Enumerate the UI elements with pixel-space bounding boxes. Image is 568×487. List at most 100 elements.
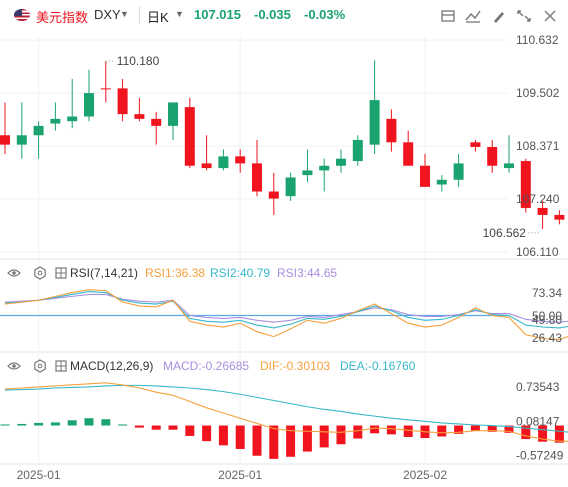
macd-tick-label: 0.73543 xyxy=(516,380,560,394)
candle-body[interactable] xyxy=(520,161,531,208)
candle-body[interactable] xyxy=(252,163,262,192)
macd-histogram-bar xyxy=(50,422,60,426)
layout-icon[interactable] xyxy=(438,7,458,25)
draw-icon[interactable] xyxy=(489,7,509,25)
candle-body[interactable] xyxy=(369,100,380,145)
settings-icon[interactable] xyxy=(540,7,560,25)
candle-body[interactable] xyxy=(100,88,111,90)
rsi-tick-label: 73.34 xyxy=(532,286,562,300)
candle-body[interactable] xyxy=(285,177,296,197)
candle-body[interactable] xyxy=(235,156,246,164)
macd-histogram-bar xyxy=(286,425,296,457)
macd-histogram-bar xyxy=(319,425,329,448)
price-change-pct: -0.03% xyxy=(304,7,346,22)
date-tick-label: 2025-01 xyxy=(218,468,262,482)
candle-body[interactable] xyxy=(201,163,212,169)
date-tick-label: 2025-01 xyxy=(17,468,61,482)
macd-histogram-bar xyxy=(84,418,94,426)
macd-histogram-bar xyxy=(521,425,531,440)
macd-value: MACD:-0.26685 xyxy=(163,359,249,373)
dea-line xyxy=(4,384,568,433)
candle-body[interactable] xyxy=(420,165,430,187)
candle-body[interactable] xyxy=(302,170,313,176)
candle-body[interactable] xyxy=(67,116,78,122)
candle-body[interactable] xyxy=(352,139,363,162)
macd-histogram-bar xyxy=(403,425,413,437)
candle-body[interactable] xyxy=(184,107,195,166)
price-tick-label: 108.371 xyxy=(516,139,560,153)
us-flag-icon xyxy=(14,9,30,21)
rsi-label: RSI(7,14,21) xyxy=(70,266,138,280)
rsi3-line xyxy=(4,293,568,323)
candle-body[interactable] xyxy=(84,93,94,117)
high-annotation: 110.180 xyxy=(117,54,160,68)
price-tick-label: 109.502 xyxy=(516,86,560,100)
candle-body[interactable] xyxy=(168,102,178,126)
rsi-header: RSI(7,14,21) RSI1:36.38 RSI2:40.79 RSI3:… xyxy=(7,266,337,280)
candle-body[interactable] xyxy=(436,179,447,185)
macd-histogram-bar xyxy=(302,425,312,452)
macd-histogram-bar xyxy=(554,425,564,443)
macd-histogram-bar xyxy=(252,425,262,456)
candle-body[interactable] xyxy=(386,118,397,143)
rsi3-value: RSI3:44.65 xyxy=(277,266,337,280)
candle-body[interactable] xyxy=(151,118,162,126)
candle-body[interactable] xyxy=(117,88,128,115)
macd-histogram-bar xyxy=(353,425,363,439)
macd-histogram-bar xyxy=(470,425,480,431)
macd-histogram-bar xyxy=(370,425,380,434)
candle-body[interactable] xyxy=(16,135,27,145)
fullscreen-icon[interactable] xyxy=(514,7,534,25)
candle-body[interactable] xyxy=(268,191,279,199)
gear-icon[interactable] xyxy=(34,266,46,280)
macd-histogram-bar xyxy=(17,423,27,426)
candle-body[interactable] xyxy=(537,207,548,215)
price-tick-label: 106.110 xyxy=(516,245,559,259)
candle-body[interactable] xyxy=(487,146,498,166)
rsi2-line xyxy=(4,291,568,329)
candle-body[interactable] xyxy=(33,125,44,136)
chevron-down-icon[interactable]: ▼ xyxy=(175,9,184,19)
macd-histogram-bar xyxy=(437,425,447,437)
macd-header: MACD(12,26,9) MACD:-0.26685 DIF:-0.30103… xyxy=(7,359,416,373)
macd-histogram-bar xyxy=(34,422,44,426)
eye-icon[interactable] xyxy=(7,269,21,277)
gear-icon[interactable] xyxy=(34,359,46,373)
divider xyxy=(139,6,140,24)
candle-body[interactable] xyxy=(319,165,330,171)
settings-icon[interactable] xyxy=(55,267,67,279)
macd-tick-label: 0.08147 xyxy=(516,414,560,428)
macd-histogram-bar xyxy=(134,425,144,428)
symbol-name[interactable]: 美元指数 xyxy=(36,10,89,25)
price-change: -0.035 xyxy=(254,7,291,22)
chevron-down-icon[interactable]: ▼ xyxy=(120,9,129,19)
candle-body[interactable] xyxy=(134,114,145,119)
low-annotation: 106.562 xyxy=(483,226,527,240)
rsi-tick-label: 26.43 xyxy=(532,331,562,345)
macd-histogram-bar xyxy=(269,425,279,459)
candle-body[interactable] xyxy=(504,163,514,169)
candle-body[interactable] xyxy=(453,163,464,180)
candle-body[interactable] xyxy=(470,142,481,147)
rsi-tick-label: 50.00 xyxy=(532,309,562,323)
macd-histogram-bar xyxy=(386,425,396,435)
rsi1-line xyxy=(4,289,568,341)
symbol-code[interactable]: DXY xyxy=(94,7,121,22)
macd-histogram-bar xyxy=(454,425,464,434)
candle-body[interactable] xyxy=(403,142,414,166)
indicator-icon[interactable] xyxy=(463,7,483,25)
macd-histogram-bar xyxy=(118,424,128,426)
macd-histogram-bar xyxy=(487,425,497,432)
candle-body[interactable] xyxy=(50,118,61,124)
macd-histogram-bar xyxy=(235,425,245,449)
settings-icon[interactable] xyxy=(55,360,67,372)
eye-icon[interactable] xyxy=(7,362,21,370)
candle-body[interactable] xyxy=(218,156,229,169)
candle-body[interactable] xyxy=(0,135,10,145)
macd-histogram-bar xyxy=(218,425,228,446)
period-selector[interactable]: 日K xyxy=(147,10,169,25)
candle-body[interactable] xyxy=(554,214,565,220)
candle-body[interactable] xyxy=(336,158,346,166)
rsi2-value: RSI2:40.79 xyxy=(210,266,270,280)
